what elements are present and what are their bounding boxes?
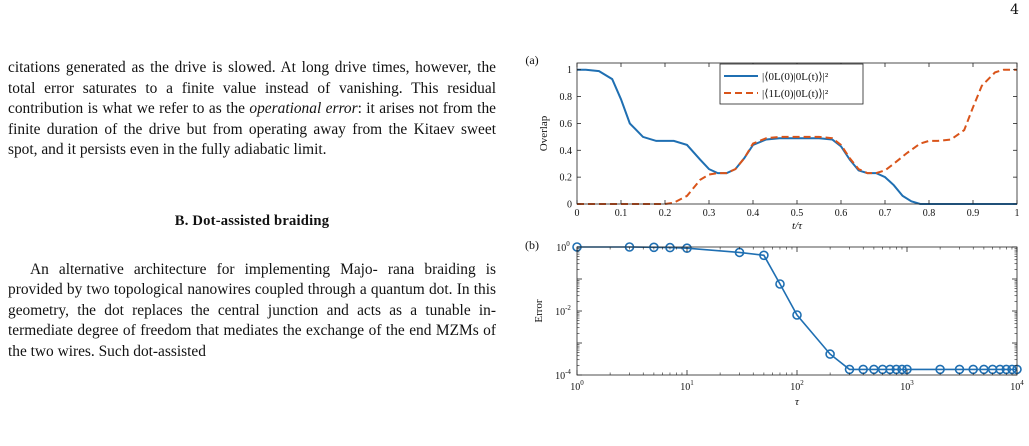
panel-a-label: (a): [525, 53, 538, 67]
y-tick-label: 10-4: [555, 368, 571, 382]
text-line: from the Kitaev sweet spot, and it persi…: [8, 120, 496, 159]
panel-b-label: (b): [525, 238, 539, 252]
x-tick-label: 0.8: [923, 208, 936, 219]
figure-overlap-and-error: (a) 0 0.1 0.2 0.3 0.4 0.5 0.6 0.7 0.8 0.9 1 0 0.2 0.4 0…: [520, 50, 1025, 446]
text-line: An alternative architecture for implemen…: [30, 260, 378, 278]
data-point-error: [682, 243, 692, 253]
section-heading: B. Dot-assisted braiding: [174, 212, 330, 229]
y-tick-label: 1: [567, 65, 572, 76]
x-tick-label: 0.6: [835, 208, 848, 219]
legend-box: [719, 63, 864, 105]
paragraph-dot-assisted: An alternative architecture for implemen…: [8, 260, 496, 363]
x-tick-label: 0.1: [615, 208, 628, 219]
data-point-error: [775, 279, 785, 289]
x-tick-label: 103: [900, 379, 914, 393]
data-point-error: [792, 310, 802, 320]
x-tick-label: 0.9: [967, 208, 980, 219]
x-tick-label: 100: [570, 379, 584, 393]
legend-label: |⟨0L(0)|0L(t)⟩|²: [762, 71, 829, 83]
text-line: rana braiding is provided by two topolog…: [8, 260, 496, 299]
text-line: the finite duration of the drive but fro…: [8, 100, 496, 138]
y-tick-label: 0: [567, 200, 572, 211]
text-line: we refer to as the: [136, 100, 250, 118]
text-line: : it arises not from: [357, 100, 473, 118]
x-tick-label: 0.2: [659, 208, 672, 219]
x-tick-label: 104: [1010, 379, 1024, 393]
text-line: times, however, the total error saturate…: [8, 59, 496, 97]
text-line: termediate degree of freedom that mediat…: [8, 322, 365, 340]
text-line: fully adiabatic limit.: [201, 141, 327, 159]
x-tick-label: 0.5: [791, 208, 804, 219]
x-tick-label: 102: [790, 379, 804, 393]
y-tick-label: 0.6: [560, 119, 573, 130]
x-tick-label: 0: [575, 208, 580, 219]
y-axis-label: Overlap: [538, 115, 550, 151]
text-line: coupled through a quantum dot. In this g…: [8, 281, 496, 319]
paragraph-operational-error: citations generated as the drive is slow…: [8, 58, 496, 161]
y-tick-label: 10-2: [555, 304, 571, 318]
x-tick-label: 0.7: [879, 208, 892, 219]
text-line: dot replaces the central junction and ac…: [104, 301, 496, 319]
data-point-error: [665, 242, 675, 253]
data-point-error: [825, 349, 835, 359]
x-tick-label: 1: [1015, 208, 1020, 219]
text-line: instead of vanishing. This residual cont…: [8, 79, 496, 118]
y-axis-label: Error: [533, 299, 545, 323]
legend-label: |⟨1L(0)|0L(t)⟩|²: [762, 88, 829, 100]
series-line-error: [577, 246, 1017, 371]
series-line-overlap-1L: [577, 68, 1017, 205]
emphasis-operational-error: operational error: [249, 100, 358, 118]
y-tick-label: 0.8: [560, 92, 573, 103]
series-line-overlap-0L: [577, 68, 1017, 205]
x-axis-label: t/τ: [792, 220, 803, 232]
x-axis-label: τ: [795, 396, 800, 408]
figure-svg: (a) 0 0.1 0.2 0.3 0.4 0.5 0.6 0.7 0.8 0.9 1 0 0.2 0.4 0…: [525, 53, 1024, 408]
page-number: 4: [1010, 2, 1019, 18]
y-tick-label: 0.4: [560, 146, 573, 157]
x-tick-label: 0.3: [703, 208, 716, 219]
y-tick-label: 100: [556, 240, 570, 254]
text-line: citations generated as the drive is slow…: [8, 59, 367, 76]
y-tick-label: 0.2: [560, 173, 573, 184]
x-tick-label: 101: [680, 379, 694, 393]
body-text-column: citations generated as the drive is slow…: [8, 58, 496, 363]
data-point-error: [759, 250, 769, 261]
x-tick-label: 0.4: [747, 208, 760, 219]
text-line: of the end MZMs of the two wires. Such d…: [8, 322, 496, 360]
